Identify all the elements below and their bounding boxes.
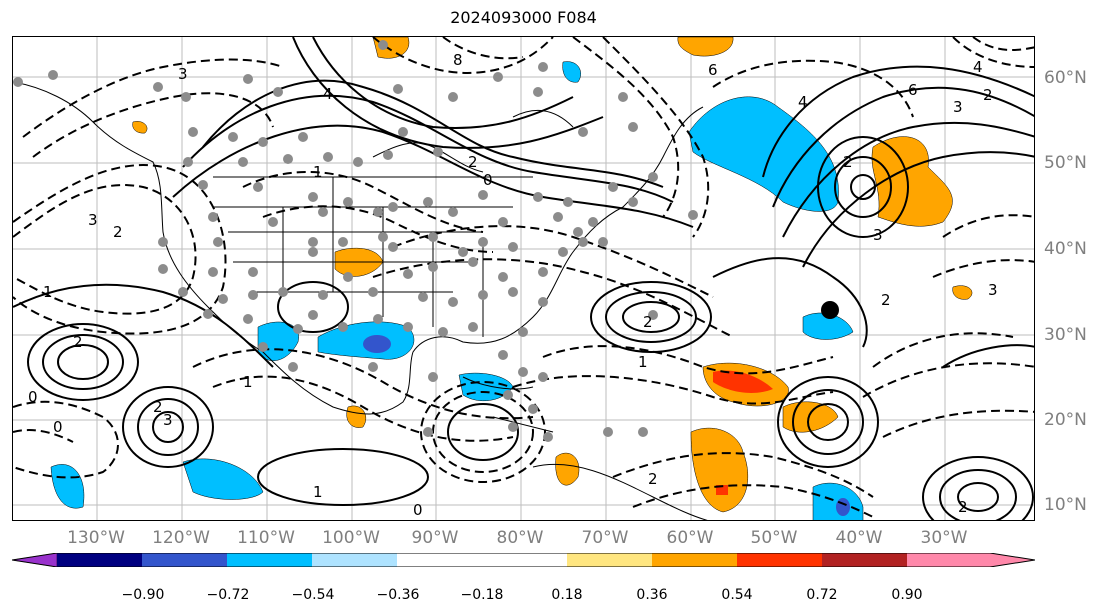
- svg-text:6: 6: [708, 61, 718, 79]
- lat-label-10n: 10°N: [1044, 495, 1087, 515]
- svg-text:3: 3: [873, 226, 883, 244]
- svg-text:1: 1: [243, 373, 253, 391]
- colorbar-segment-0: [12, 553, 58, 567]
- svg-text:0: 0: [483, 171, 493, 189]
- colorbar-segment-8: [737, 553, 822, 567]
- svg-text:3: 3: [88, 211, 98, 229]
- lat-label-50n: 50°N: [1044, 153, 1087, 173]
- lon-label-130w: 130°W: [67, 528, 125, 548]
- svg-text:2: 2: [643, 313, 653, 331]
- colorbar-tick: 0.90: [891, 587, 923, 603]
- lon-label-120w: 120°W: [152, 528, 210, 548]
- svg-text:2: 2: [958, 498, 968, 516]
- svg-text:1: 1: [43, 283, 53, 301]
- lon-label-110w: 110°W: [237, 528, 295, 548]
- colorbar-segment-1: [57, 553, 142, 567]
- svg-text:1: 1: [313, 163, 323, 181]
- svg-text:3: 3: [178, 65, 188, 83]
- svg-text:3: 3: [163, 411, 173, 429]
- colorbar-tick: −0.72: [206, 587, 250, 603]
- svg-text:2: 2: [983, 86, 993, 104]
- svg-text:4: 4: [323, 85, 333, 103]
- lon-label-50w: 50°W: [750, 528, 798, 548]
- lat-label-20n: 20°N: [1044, 410, 1087, 430]
- colorbar-segment-6: [567, 553, 652, 567]
- colorbar-tick: −0.18: [460, 587, 504, 603]
- svg-text:1: 1: [638, 353, 648, 371]
- colorbar: [12, 553, 1035, 567]
- highlight-marker: [821, 301, 839, 319]
- solid-contours: [13, 37, 1034, 520]
- lon-label-40w: 40°W: [835, 528, 883, 548]
- colorbar-segment-7: [652, 553, 737, 567]
- colorbar-tick: 0.18: [551, 587, 583, 603]
- dashed-contours: [13, 37, 1034, 518]
- lon-label-60w: 60°W: [666, 528, 714, 548]
- weather-map-panel: 8 6 4 3 2 1 0 4 3 2 2 3 4 6 2 1 0 2 3 2 …: [12, 36, 1035, 521]
- colorbar-tick: 0.36: [636, 587, 668, 603]
- svg-text:2: 2: [843, 153, 853, 171]
- lat-label-30n: 30°N: [1044, 325, 1087, 345]
- svg-text:3: 3: [953, 98, 963, 116]
- svg-text:4: 4: [973, 58, 983, 76]
- svg-text:6: 6: [908, 81, 918, 99]
- lon-label-80w: 80°W: [496, 528, 544, 548]
- svg-text:2: 2: [468, 153, 478, 171]
- svg-text:3: 3: [988, 281, 998, 299]
- observation-stations: [13, 40, 698, 442]
- lon-label-30w: 30°W: [920, 528, 968, 548]
- colorbar-tick: −0.54: [291, 587, 335, 603]
- contour-labels: 8 6 4 3 2 1 0 4 3 2 2 3 4 6 2 1 0 2 3 2 …: [28, 51, 998, 519]
- colorbar-tick: 0.54: [721, 587, 753, 603]
- coastlines: [13, 81, 708, 520]
- svg-text:2: 2: [113, 223, 123, 241]
- colorbar-segment-2: [142, 553, 227, 567]
- svg-text:2: 2: [153, 398, 163, 416]
- svg-text:8: 8: [453, 51, 463, 69]
- colorbar-segment-4: [312, 553, 397, 567]
- svg-text:2: 2: [881, 291, 891, 309]
- graticule: [13, 37, 1034, 520]
- colorbar-tick: −0.90: [121, 587, 165, 603]
- weather-map-svg: 8 6 4 3 2 1 0 4 3 2 2 3 4 6 2 1 0 2 3 2 …: [13, 37, 1034, 520]
- svg-text:1: 1: [313, 483, 323, 501]
- svg-text:2: 2: [73, 333, 83, 351]
- colorbar-tick: −0.36: [376, 587, 420, 603]
- lat-label-60n: 60°N: [1044, 68, 1087, 88]
- lon-label-70w: 70°W: [581, 528, 629, 548]
- colorbar-tick: 0.72: [806, 587, 838, 603]
- colorbar-segment-3: [227, 553, 312, 567]
- colorbar-segment-9: [822, 553, 907, 567]
- colorbar-segment-5: [397, 553, 567, 567]
- svg-text:2: 2: [648, 470, 658, 488]
- svg-text:0: 0: [28, 388, 38, 406]
- svg-text:0: 0: [53, 418, 63, 436]
- lon-label-100w: 100°W: [322, 528, 380, 548]
- lon-label-90w: 90°W: [411, 528, 459, 548]
- map-title: 2024093000 F084: [450, 8, 597, 27]
- svg-text:4: 4: [798, 93, 808, 111]
- svg-text:0: 0: [413, 501, 423, 519]
- lat-label-40n: 40°N: [1044, 239, 1087, 259]
- colorbar-segment-10: [907, 553, 1035, 567]
